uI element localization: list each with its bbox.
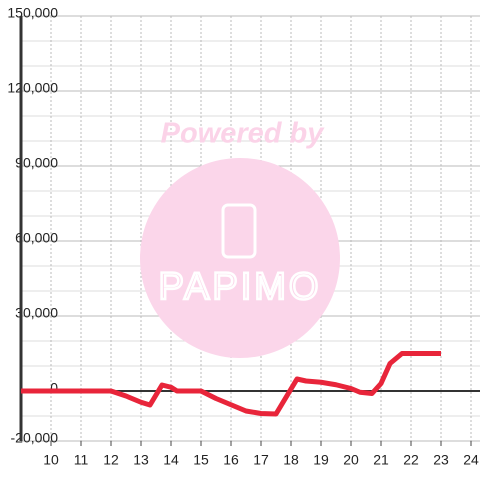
- x-tick-label: 16: [223, 452, 239, 468]
- x-tick-label: 20: [343, 452, 359, 468]
- y-tick-label: 0: [50, 380, 58, 396]
- y-tick-label: 90,000: [15, 155, 58, 171]
- series-line: [21, 351, 441, 417]
- x-tick-label: 17: [253, 452, 269, 468]
- x-tick-label: 10: [43, 452, 59, 468]
- x-tick-label: 14: [163, 452, 179, 468]
- watermark-text: Powered by: [161, 118, 326, 150]
- y-tick-label: 60,000: [15, 230, 58, 246]
- x-tick-label: 18: [283, 452, 299, 468]
- x-tick-label: 24: [463, 452, 479, 468]
- phone-icon: [221, 203, 257, 259]
- x-tick-label: 13: [133, 452, 149, 468]
- y-tick-label: 30,000: [15, 305, 58, 321]
- x-tick-label: 15: [193, 452, 209, 468]
- watermark: Powered by PAPIMO: [140, 118, 340, 358]
- x-tick-label: 11: [74, 452, 89, 468]
- x-tick-label: 21: [373, 452, 389, 468]
- watermark-logo: PAPIMO: [159, 266, 322, 308]
- y-tick-label: 120,000: [7, 80, 58, 96]
- x-tick-label: 19: [313, 452, 329, 468]
- x-tick-label: 12: [103, 452, 119, 468]
- y-tick-label: 150,000: [7, 5, 58, 21]
- x-tick-label: 23: [433, 452, 449, 468]
- x-tick-label: 22: [403, 452, 419, 468]
